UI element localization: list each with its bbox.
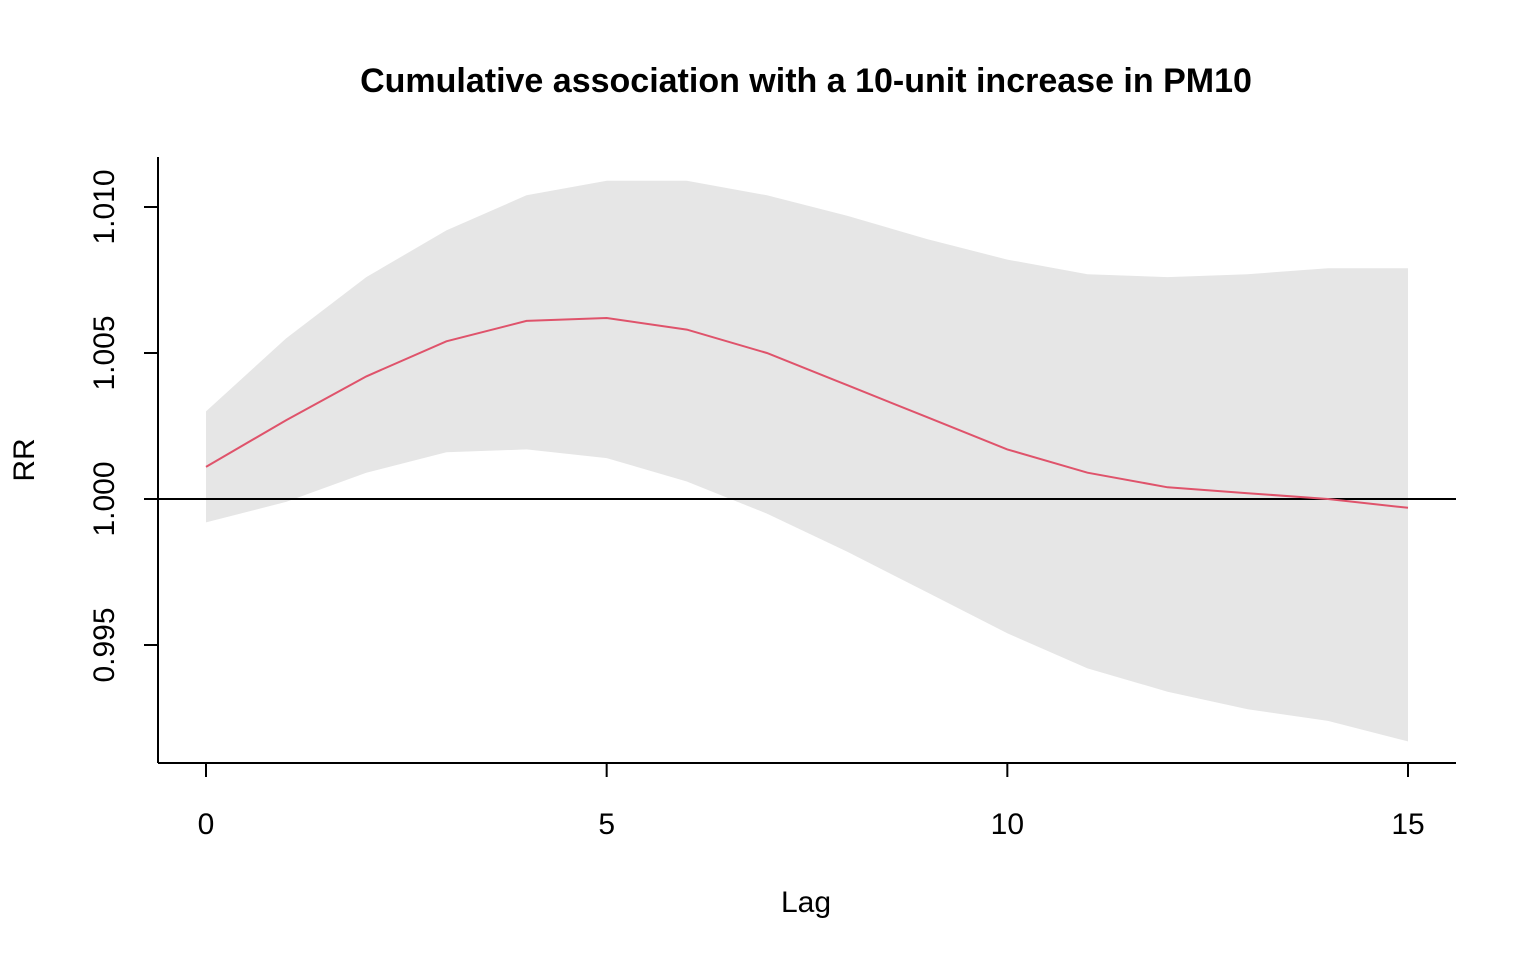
axes: 0.995 1.000 1.005 1.010 0 5 10 15 bbox=[88, 157, 1456, 841]
series-line bbox=[205, 316, 1409, 509]
y-tick-label: 1.005 bbox=[88, 315, 121, 390]
y-ticks: 0.995 1.000 1.005 1.010 bbox=[88, 169, 158, 683]
y-tick-label: 1.000 bbox=[88, 461, 121, 536]
y-tick-label: 0.995 bbox=[88, 607, 121, 682]
x-tick-label: 15 bbox=[1391, 808, 1424, 841]
x-tick-label: 10 bbox=[991, 808, 1024, 841]
confidence-band bbox=[206, 180, 1408, 742]
y-tick-label: 1.010 bbox=[88, 169, 121, 244]
x-axis-label: Lag bbox=[781, 886, 831, 919]
x-tick-label: 5 bbox=[598, 808, 615, 841]
x-ticks: 0 5 10 15 bbox=[198, 763, 1425, 841]
chart-title: Cumulative association with a 10-unit in… bbox=[360, 62, 1252, 100]
y-axis-label: RR bbox=[8, 438, 41, 481]
x-tick-label: 0 bbox=[198, 808, 215, 841]
plot-area bbox=[158, 180, 1456, 742]
